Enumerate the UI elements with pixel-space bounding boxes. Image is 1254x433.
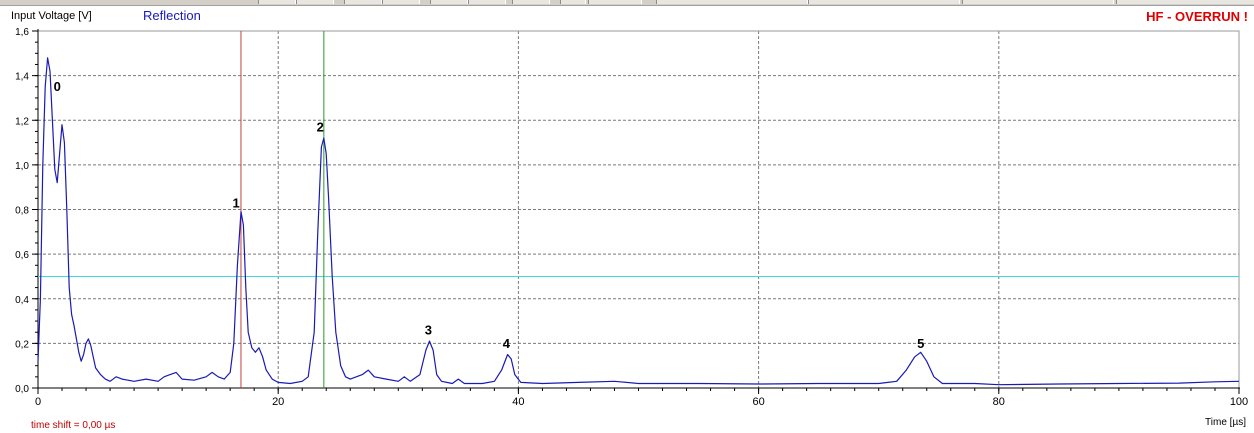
echo-marker-4: 4: [503, 336, 511, 351]
x-tick-label-100: 100: [1230, 396, 1248, 408]
toolbar-strip: [0, 0, 1254, 6]
echo-marker-5: 5: [917, 336, 924, 351]
y-tick-label-4: 0,8: [15, 206, 29, 217]
status-overrun-warning: HF - OVERRUN !: [1146, 9, 1248, 24]
echo-marker-1: 1: [233, 195, 240, 210]
time-shift-readout: time shift = 0,00 µs: [31, 420, 116, 431]
x-tick-label-80: 80: [993, 396, 1005, 408]
y-tick-label-8: 1,6: [15, 27, 29, 38]
y-tick-label-7: 1,4: [15, 72, 29, 83]
echo-marker-2: 2: [317, 119, 324, 134]
series-line-0: [37, 57, 1240, 386]
y-tick-label-5: 1,0: [15, 161, 29, 172]
x-tick-label-40: 40: [512, 396, 524, 408]
x-tick-label-20: 20: [272, 396, 284, 408]
series-legend-reflection: Reflection: [143, 8, 201, 23]
x-tick-label-60: 60: [752, 396, 764, 408]
y-tick-label-1: 0,2: [15, 339, 29, 350]
y-tick-label-2: 0,4: [15, 295, 29, 306]
x-tick-label-0: 0: [35, 396, 41, 408]
y-tick-label-6: 1,2: [15, 116, 29, 127]
echo-marker-3: 3: [425, 322, 432, 337]
y-tick-label-3: 0,6: [15, 250, 29, 261]
echo-marker-0: 0: [54, 79, 61, 94]
y-axis-label: Input Voltage [V]: [11, 10, 92, 22]
y-tick-label-0: 0,0: [15, 384, 29, 395]
x-axis-label: Time [µs]: [1205, 417, 1246, 428]
